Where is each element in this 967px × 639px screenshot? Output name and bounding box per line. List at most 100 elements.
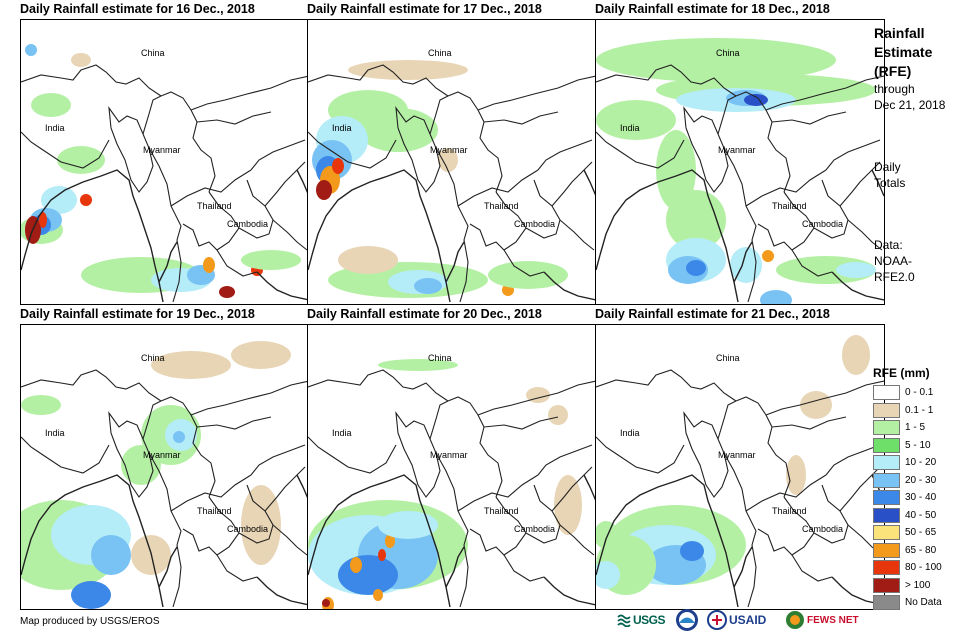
border-line	[503, 249, 545, 277]
coastline	[256, 576, 309, 606]
border-line	[483, 416, 559, 430]
rainfall-blob	[762, 250, 774, 262]
map-label-myanmar: Myanmar	[430, 145, 468, 155]
coastline	[158, 546, 178, 588]
border-line	[771, 111, 847, 125]
rainfall-blob	[596, 38, 836, 82]
map-label-cambodia: Cambodia	[227, 524, 268, 534]
rainfall-blob	[41, 186, 77, 214]
rainfall-areas	[596, 335, 870, 595]
border-line	[142, 400, 162, 440]
panel-title: Daily Rainfall estimate for 21 Dec., 201…	[595, 307, 830, 321]
border-line	[537, 139, 593, 171]
map-label-thailand: Thailand	[197, 201, 232, 211]
legend-item: 65 - 80	[873, 542, 965, 560]
legend-swatch	[873, 385, 900, 401]
rainfall-areas	[21, 341, 291, 609]
border-line	[216, 554, 258, 582]
border-line	[735, 91, 791, 193]
rainfall-blob	[385, 534, 395, 548]
rainfall-blob	[21, 395, 61, 415]
rainfall-blob	[350, 557, 362, 573]
legend-item: 30 - 40	[873, 489, 965, 507]
legend-item: 0 - 0.1	[873, 384, 965, 402]
border-line	[395, 105, 441, 193]
border-line	[250, 139, 306, 171]
legend-swatch	[873, 437, 900, 453]
coastline	[596, 474, 739, 608]
map-label-india: India	[332, 123, 352, 133]
border-line	[160, 396, 216, 498]
fews-net-logo: FEWS NET	[785, 606, 859, 634]
map-label-china: China	[141, 353, 165, 363]
country-borders	[21, 64, 309, 303]
coastline	[583, 474, 596, 502]
coastline	[733, 546, 753, 588]
rainfall-blob	[414, 278, 442, 294]
border-line	[813, 484, 849, 544]
rainfall-blob	[71, 53, 91, 67]
rainfall-blob	[373, 589, 383, 601]
map-label-india: India	[332, 428, 352, 438]
border-line	[757, 191, 815, 251]
border-line	[108, 410, 154, 498]
rainfall-blob	[25, 44, 37, 56]
border-line	[21, 436, 110, 474]
rainfall-blob	[71, 581, 111, 609]
rainfall-blob	[378, 511, 438, 539]
map-label-china: China	[428, 353, 452, 363]
border-line	[21, 369, 162, 402]
border-line	[839, 466, 881, 512]
legend-item: > 100	[873, 577, 965, 595]
rainfall-blob	[91, 535, 131, 575]
rainfall-blob	[800, 391, 832, 419]
noaa-logo	[675, 606, 699, 634]
panel-title: Daily Rainfall estimate for 19 Dec., 201…	[20, 307, 255, 321]
border-line	[272, 524, 308, 556]
border-line	[457, 169, 539, 207]
legend-item: 80 - 100	[873, 559, 965, 577]
legend-label: 80 - 100	[905, 562, 942, 574]
border-line	[839, 161, 881, 207]
coastline	[445, 241, 465, 283]
map-label-china: China	[716, 353, 740, 363]
border-line	[216, 249, 258, 277]
totals-line: Daily	[874, 160, 901, 174]
border-line	[264, 466, 306, 512]
border-line	[457, 474, 539, 512]
coastline	[543, 271, 596, 301]
border-line	[469, 496, 527, 556]
border-line	[182, 496, 240, 556]
legend-swatch	[873, 577, 900, 593]
border-line	[771, 416, 847, 430]
legend-label: 40 - 50	[905, 509, 937, 521]
border-line	[108, 105, 154, 193]
border-line	[435, 452, 469, 608]
rainfall-blob	[358, 108, 438, 152]
rainfall-blob	[656, 130, 696, 210]
rainfall-blob	[332, 158, 344, 174]
border-line	[190, 380, 309, 416]
rainfall-blob	[31, 93, 71, 117]
legend-item: No Data	[873, 594, 965, 612]
map-credit: Map produced by USGS/EROS	[20, 616, 160, 627]
rainfall-map: China India Myanmar Thailand Cambodia	[20, 19, 310, 305]
country-borders	[308, 64, 596, 303]
rainfall-blob	[322, 599, 330, 607]
map-label-thailand: Thailand	[772, 506, 807, 516]
rainfall-map: China India Myanmar Thailand Cambodia	[307, 324, 597, 610]
legend-label: 1 - 5	[905, 422, 926, 434]
rainfall-blob	[57, 146, 105, 174]
legend-swatch	[873, 490, 900, 506]
border-line	[735, 396, 791, 498]
map-label-cambodia: Cambodia	[802, 219, 843, 229]
rainfall-blob	[680, 541, 704, 561]
through-date: Dec 21, 2018	[874, 98, 946, 112]
legend-label: 0 - 0.1	[905, 387, 934, 399]
border-line	[559, 524, 595, 556]
panel-dec-17: Daily Rainfall estimate for 17 Dec., 201…	[307, 0, 597, 310]
border-line	[148, 452, 182, 608]
legend-swatch	[873, 472, 900, 488]
country-borders	[596, 369, 884, 608]
map-label-cambodia: Cambodia	[227, 219, 268, 229]
